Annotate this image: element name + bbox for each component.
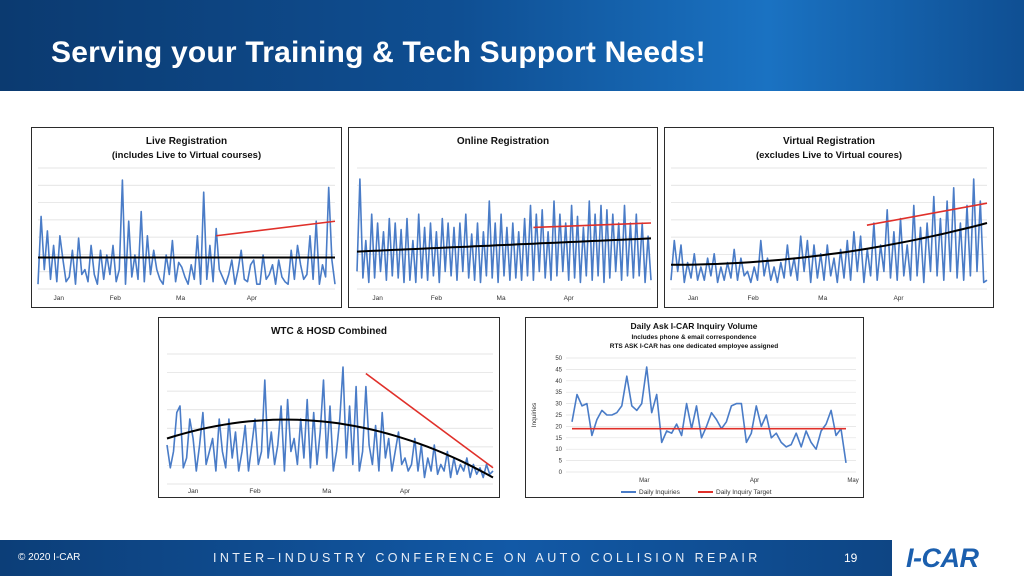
series-line bbox=[166, 366, 494, 479]
recent-trend-line bbox=[866, 202, 988, 226]
y-tick-label: 50 bbox=[555, 356, 562, 362]
y-tick-label: 0 bbox=[559, 470, 563, 476]
chart-title: Live Registration bbox=[146, 136, 227, 147]
x-tick-label: Feb bbox=[249, 488, 261, 495]
daily-inquiries-line bbox=[571, 366, 847, 464]
x-tick-label: Mar bbox=[639, 478, 649, 484]
x-tick-label: May bbox=[847, 478, 858, 484]
x-tick-label: Apr bbox=[400, 488, 411, 495]
y-tick-label: 5 bbox=[559, 459, 563, 465]
wtc-hosd-chart: WTC & HOSD Combined Jan Feb Ma Apr bbox=[158, 317, 500, 498]
y-tick-label: 35 bbox=[555, 390, 562, 396]
chart-title: Daily Ask I-CAR Inquiry Volume bbox=[630, 321, 757, 331]
series-line bbox=[37, 179, 336, 285]
chart-title: Virtual Registration bbox=[783, 136, 875, 147]
x-tick-label: Ma bbox=[176, 295, 185, 302]
x-tick-label: Ma bbox=[818, 295, 827, 302]
x-tick-label: Apr bbox=[750, 478, 759, 484]
trend-line bbox=[671, 222, 988, 266]
x-tick-label: Jan bbox=[188, 488, 199, 495]
x-tick-label: Jan bbox=[372, 295, 383, 302]
recent-trend-line bbox=[216, 220, 336, 237]
icar-logo-text: I-CAR bbox=[906, 543, 979, 573]
x-tick-label: Apr bbox=[564, 295, 575, 302]
chart-title: Online Registration bbox=[457, 136, 549, 147]
x-tick-label: Feb bbox=[110, 295, 122, 302]
live-registration-chart: Live Registration (includes Live to Virtu… bbox=[31, 127, 342, 308]
chart-subtitle: (excludes Live to Virtual coures) bbox=[756, 150, 902, 161]
recent-trend-line bbox=[365, 372, 494, 469]
x-tick-label: Jan bbox=[54, 295, 65, 302]
series-line bbox=[670, 178, 988, 284]
x-tick-label: Apr bbox=[893, 295, 904, 302]
icar-logo: I-CAR bbox=[892, 540, 1024, 576]
x-tick-label: Ma bbox=[497, 295, 506, 302]
conference-name: INTER–INDUSTRY CONFERENCE ON AUTO COLLIS… bbox=[213, 551, 761, 565]
y-tick-label: 30 bbox=[555, 402, 562, 408]
ask-icar-inquiry-chart: Daily Ask I-CAR Inquiry Volume Includes p… bbox=[525, 317, 864, 498]
slide-header: Serving your Training & Tech Support Nee… bbox=[0, 0, 1024, 91]
legend-label-target: Daily Inquiry Target bbox=[716, 489, 772, 496]
y-tick-label: 45 bbox=[555, 367, 562, 373]
y-tick-label: 25 bbox=[555, 413, 562, 419]
chart-title: WTC & HOSD Combined bbox=[271, 326, 387, 337]
copyright-text: © 2020 I-CAR bbox=[18, 552, 81, 563]
x-tick-label: Jan bbox=[688, 295, 699, 302]
y-tick-label: 40 bbox=[555, 379, 562, 385]
series-line bbox=[356, 178, 652, 284]
virtual-registration-svg: Virtual Registration (excludes Live to Vi… bbox=[670, 136, 988, 302]
virtual-registration-chart: Virtual Registration (excludes Live to Vi… bbox=[664, 127, 994, 308]
wtc-hosd-svg: WTC & HOSD Combined Jan Feb Ma Apr bbox=[166, 326, 494, 495]
chart-subtitle: Includes phone & email correspondence bbox=[632, 334, 757, 341]
chart-subtitle: (includes Live to Virtual courses) bbox=[112, 150, 261, 161]
y-tick-label: 20 bbox=[555, 424, 562, 430]
slide-title: Serving your Training & Tech Support Nee… bbox=[51, 36, 706, 69]
online-registration-chart: Online Registration Jan Feb Ma Apr bbox=[348, 127, 658, 308]
x-tick-label: Feb bbox=[748, 295, 760, 302]
x-tick-label: Apr bbox=[247, 295, 258, 302]
x-tick-label: Feb bbox=[431, 295, 443, 302]
live-registration-svg: Live Registration (includes Live to Virtu… bbox=[37, 136, 336, 302]
chart-subtitle-2: RTS ASK I-CAR has one dedicated employee… bbox=[610, 343, 778, 350]
legend-label-inquiries: Daily Inquiries bbox=[639, 489, 681, 496]
recent-trend-line bbox=[533, 222, 652, 229]
trend-line bbox=[356, 237, 652, 253]
online-registration-svg: Online Registration Jan Feb Ma Apr bbox=[356, 136, 652, 302]
y-axis-label: Inquiries bbox=[531, 402, 538, 427]
page-number: 19 bbox=[844, 551, 858, 565]
y-tick-label: 15 bbox=[555, 436, 562, 442]
trend-line bbox=[166, 418, 494, 479]
ask-icar-inquiry-svg: Daily Ask I-CAR Inquiry Volume Includes p… bbox=[531, 321, 859, 496]
x-tick-label: Ma bbox=[322, 488, 331, 495]
y-tick-label: 10 bbox=[555, 447, 562, 453]
slide-footer: © 2020 I-CAR INTER–INDUSTRY CONFERENCE O… bbox=[0, 540, 1024, 576]
